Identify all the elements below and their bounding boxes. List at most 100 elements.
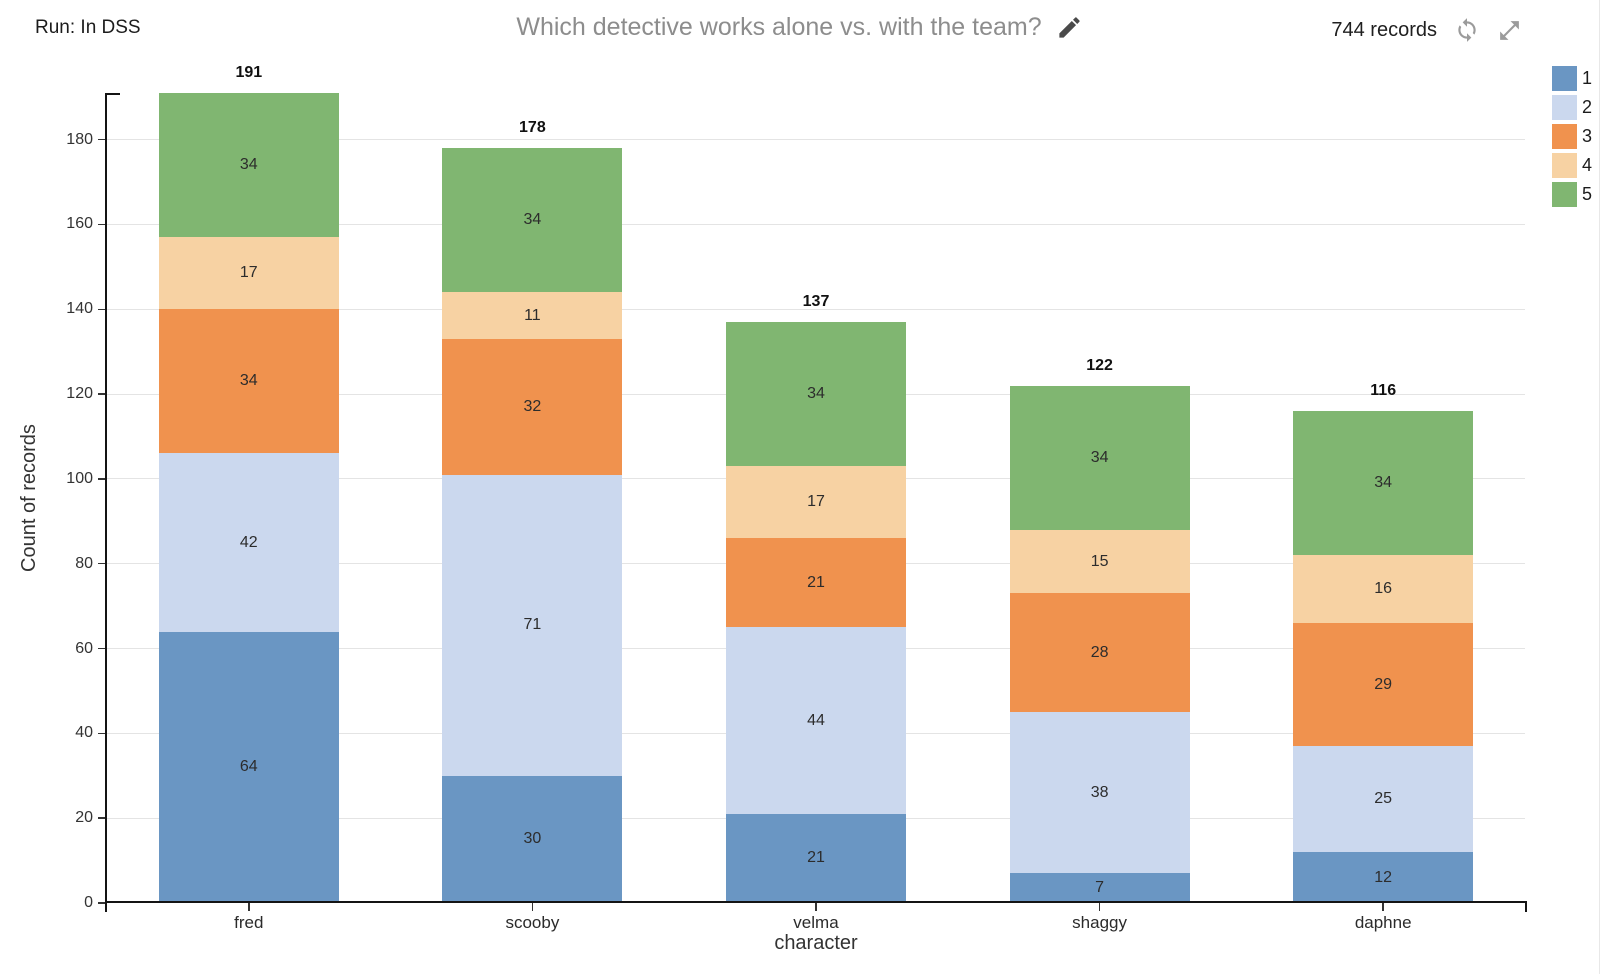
bar-value-label-shaggy-3: 28 xyxy=(1090,643,1109,661)
y-tick-0 xyxy=(98,902,107,904)
bar-segment-scooby-5[interactable] xyxy=(442,148,623,293)
bar-value-label-shaggy-1: 7 xyxy=(1095,879,1105,897)
bar-segment-scooby-2[interactable] xyxy=(442,474,623,776)
bar-segment-fred-3[interactable] xyxy=(158,309,339,454)
bar-value-label-scooby-5: 34 xyxy=(523,211,542,229)
bar-segment-velma-1[interactable] xyxy=(726,813,906,903)
gridline-180 xyxy=(107,139,1525,141)
gridline-160 xyxy=(107,223,1525,225)
refresh-icon[interactable] xyxy=(1454,17,1480,43)
bar-value-label-daphne-2: 25 xyxy=(1374,790,1393,808)
bar-value-label-daphne-1: 12 xyxy=(1374,868,1393,886)
legend-swatch-4 xyxy=(1552,153,1577,178)
bar-segment-fred-1[interactable] xyxy=(158,631,339,903)
records-area: 744 records xyxy=(1331,17,1522,43)
legend-label-5: 5 xyxy=(1582,184,1593,204)
bar-value-label-fred-2: 42 xyxy=(239,533,258,551)
bar-value-label-scooby-3: 32 xyxy=(523,397,542,415)
y-tick-label-40: 40 xyxy=(75,724,93,742)
legend-swatch-1 xyxy=(1552,66,1577,91)
bar-value-label-shaggy-4: 15 xyxy=(1090,552,1109,570)
bar-segment-velma-5[interactable] xyxy=(726,322,906,467)
legend-item-1[interactable]: 1 xyxy=(1552,66,1592,91)
y-tick-label-160: 160 xyxy=(66,215,93,233)
bar-value-label-shaggy-5: 34 xyxy=(1090,448,1109,466)
y-axis-title: Count of records xyxy=(18,424,40,572)
chart-title-wrap: Which detective works alone vs. with the… xyxy=(0,13,1599,42)
bar-total-label-velma: 137 xyxy=(802,293,830,310)
y-tick-label-20: 20 xyxy=(75,809,93,827)
bar-segment-shaggy-1[interactable] xyxy=(1009,873,1190,903)
bar-segment-shaggy-3[interactable] xyxy=(1009,593,1190,713)
bar-segment-fred-4[interactable] xyxy=(158,237,339,310)
bar-value-label-velma-3: 21 xyxy=(807,573,825,591)
legend-label-4: 4 xyxy=(1582,155,1593,175)
y-tick-80 xyxy=(98,562,107,565)
bar-value-label-velma-2: 44 xyxy=(807,711,825,729)
y-tick-160 xyxy=(98,223,107,226)
bar-segment-daphne-1[interactable] xyxy=(1293,852,1474,903)
bar-value-label-daphne-4: 16 xyxy=(1374,580,1393,598)
x-category-label-shaggy: shaggy xyxy=(1072,913,1127,932)
y-tick-60 xyxy=(98,647,107,650)
bar-segment-daphne-4[interactable] xyxy=(1293,555,1474,624)
bar-value-label-shaggy-2: 38 xyxy=(1090,783,1109,801)
legend-swatch-2 xyxy=(1552,95,1577,120)
bar-segment-daphne-5[interactable] xyxy=(1293,411,1474,556)
run-status-label: Run: In DSS xyxy=(35,17,141,38)
legend-item-2[interactable]: 2 xyxy=(1552,95,1592,120)
bar-segment-velma-4[interactable] xyxy=(726,466,906,539)
legend-swatch-3 xyxy=(1552,124,1577,149)
bar-segment-velma-2[interactable] xyxy=(726,627,906,814)
bar-value-label-fred-4: 17 xyxy=(239,264,258,282)
legend-swatch-5 xyxy=(1552,182,1577,207)
legend-item-3[interactable]: 3 xyxy=(1552,124,1592,149)
y-axis-line xyxy=(105,93,107,912)
bar-value-label-daphne-5: 34 xyxy=(1374,474,1393,492)
bar-segment-shaggy-5[interactable] xyxy=(1009,385,1190,530)
bar-value-label-fred-3: 34 xyxy=(239,372,258,390)
bar-total-label-daphne: 116 xyxy=(1370,382,1397,400)
x-category-tick-velma xyxy=(815,903,817,911)
y-tick-20 xyxy=(98,817,107,819)
bar-segment-scooby-4[interactable] xyxy=(442,292,623,339)
bar-segment-fred-5[interactable] xyxy=(158,93,339,238)
x-category-label-fred: fred xyxy=(234,913,264,932)
bar-segment-shaggy-4[interactable] xyxy=(1009,529,1190,594)
bar-value-label-scooby-4: 11 xyxy=(524,306,541,324)
legend-item-4[interactable]: 4 xyxy=(1552,153,1592,178)
x-axis-title: character xyxy=(774,932,858,954)
bar-segment-scooby-3[interactable] xyxy=(442,338,623,475)
x-category-tick-daphne xyxy=(1382,903,1384,911)
x-category-label-daphne: daphne xyxy=(1354,913,1412,932)
x-category-tick-scooby xyxy=(531,903,534,911)
bar-segment-daphne-2[interactable] xyxy=(1293,746,1474,853)
y-tick-120 xyxy=(98,393,107,395)
y-tick-label-0: 0 xyxy=(84,894,93,911)
y-tick-140 xyxy=(98,308,107,311)
legend-label-1: 1 xyxy=(1582,68,1593,88)
bar-value-label-velma-5: 34 xyxy=(807,385,825,403)
bar-segment-scooby-1[interactable] xyxy=(442,775,623,903)
y-tick-label-180: 180 xyxy=(66,130,93,148)
y-tick-label-100: 100 xyxy=(66,469,93,487)
x-category-tick-fred xyxy=(248,903,250,911)
x-category-tick-shaggy xyxy=(1098,903,1101,911)
y-tick-180 xyxy=(98,138,107,141)
bar-segment-daphne-3[interactable] xyxy=(1293,623,1474,747)
pencil-icon[interactable] xyxy=(1056,14,1083,41)
chart-title: Which detective works alone vs. with the… xyxy=(516,13,1042,41)
bar-value-label-daphne-3: 29 xyxy=(1374,675,1393,693)
bar-segment-shaggy-2[interactable] xyxy=(1009,712,1190,874)
records-count: 744 records xyxy=(1331,18,1437,41)
bar-segment-fred-2[interactable] xyxy=(158,453,339,632)
bar-total-label-fred: 191 xyxy=(235,64,263,81)
y-tick-label-140: 140 xyxy=(66,300,93,318)
legend-item-5[interactable]: 5 xyxy=(1552,182,1592,207)
x-category-label-scooby: scooby xyxy=(505,913,560,932)
y-axis-top-cap xyxy=(105,93,120,95)
bar-segment-velma-3[interactable] xyxy=(726,538,906,628)
bar-total-label-scooby: 178 xyxy=(519,119,546,137)
expand-icon[interactable] xyxy=(1497,18,1522,43)
